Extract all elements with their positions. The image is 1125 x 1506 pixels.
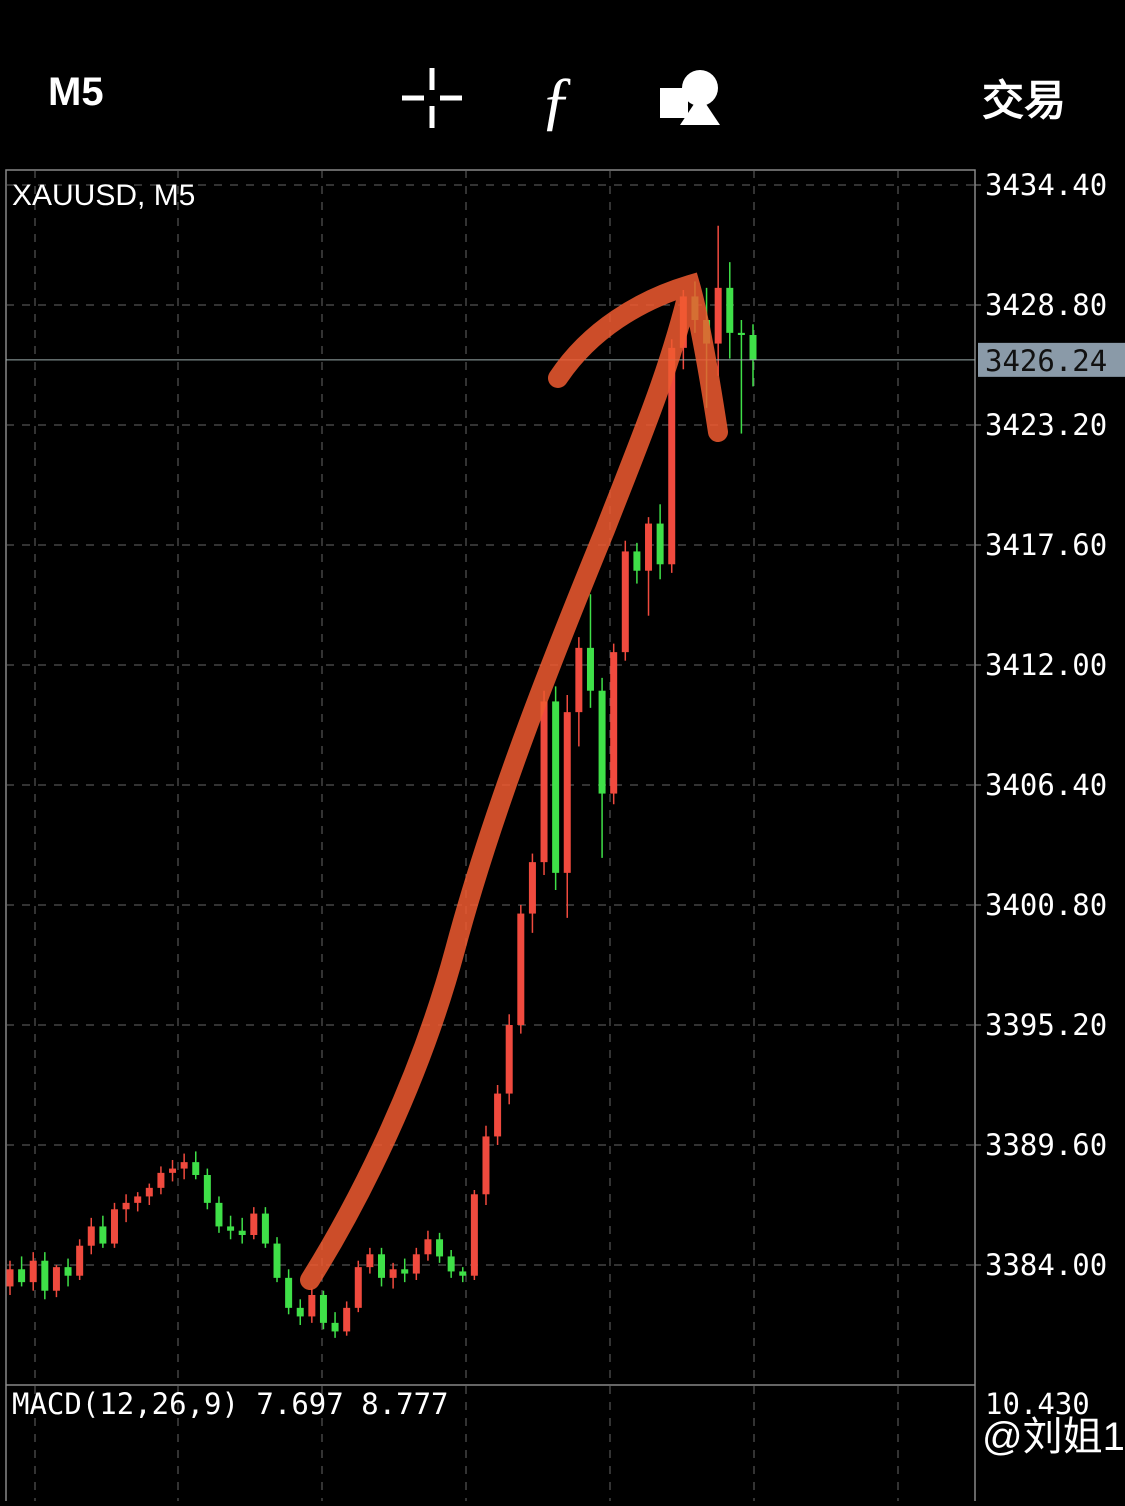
candle-body: [354, 1267, 362, 1308]
y-tick-label: 3434.40: [985, 168, 1107, 202]
candle-body: [610, 652, 618, 794]
candle-body: [273, 1243, 281, 1278]
candle-body: [145, 1187, 153, 1197]
candle-body: [99, 1226, 107, 1244]
candle-body: [319, 1295, 327, 1323]
crosshair-icon[interactable]: [402, 68, 462, 128]
candle-body: [87, 1226, 95, 1246]
candle-body: [552, 701, 560, 873]
candle-body: [29, 1260, 37, 1283]
y-tick-label: 3417.60: [985, 528, 1107, 562]
candle-body: [598, 690, 606, 794]
candle-body: [528, 862, 536, 914]
drawn-arrow: [300, 272, 728, 1290]
candle-body: [575, 647, 583, 713]
candle-body: [389, 1269, 397, 1278]
candle-body: [296, 1307, 304, 1317]
candle-body: [540, 701, 548, 863]
candle-body: [180, 1162, 188, 1169]
macd-axis-label: 10.430: [985, 1387, 1090, 1421]
candle-body: [366, 1254, 374, 1268]
candle-body: [447, 1256, 455, 1272]
y-tick-label: 3389.60: [985, 1128, 1107, 1162]
macd-label: MACD(12,26,9) 7.697 8.777: [12, 1387, 449, 1421]
candle-body: [331, 1322, 339, 1332]
y-tick-label: 3428.80: [985, 288, 1107, 322]
y-tick-label: 3412.00: [985, 648, 1107, 682]
candle-body: [227, 1226, 235, 1231]
candle-body: [41, 1260, 49, 1291]
candle-body: [110, 1209, 118, 1244]
candle-body: [505, 1025, 513, 1094]
candle-body: [261, 1213, 269, 1244]
candle-body: [470, 1194, 478, 1276]
candle-body: [343, 1307, 351, 1332]
candle-body: [157, 1172, 165, 1188]
candle-body: [203, 1175, 211, 1203]
y-tick-label: 3400.80: [985, 888, 1107, 922]
candle-body: [424, 1239, 432, 1255]
candle-body: [52, 1267, 60, 1291]
candle-body: [749, 335, 757, 360]
trade-button[interactable]: 交易: [982, 77, 1066, 124]
candle-body: [517, 913, 525, 1025]
candle-body: [656, 523, 664, 565]
watermark: @刘姐1: [982, 1415, 1125, 1459]
candle-body: [714, 287, 722, 344]
candle-body: [215, 1202, 223, 1227]
candle-body: [6, 1269, 14, 1287]
timeframe-button[interactable]: M5: [48, 70, 104, 114]
y-tick-label: 3384.00: [985, 1248, 1107, 1282]
candle-body: [401, 1269, 409, 1274]
candle-body: [412, 1254, 420, 1274]
candle-body: [308, 1295, 316, 1317]
y-tick-label: 3423.20: [985, 408, 1107, 442]
candle-body: [250, 1213, 258, 1235]
candle-body: [76, 1245, 84, 1276]
indicator-icon[interactable]: ƒ: [540, 64, 573, 137]
candle-body: [621, 551, 629, 653]
y-tick-label: 3395.20: [985, 1008, 1107, 1042]
candle-body: [169, 1168, 177, 1173]
chart-frame: [5, 169, 976, 1506]
candle-body: [64, 1267, 72, 1276]
candle-body: [436, 1239, 444, 1257]
candle-body: [192, 1162, 200, 1175]
candle-body: [285, 1277, 293, 1308]
candle-body: [122, 1202, 130, 1210]
candle-body: [726, 287, 734, 333]
y-tick-label: 3406.40: [985, 768, 1107, 802]
objects-icon[interactable]: [660, 70, 720, 125]
candle-body: [645, 523, 653, 571]
candle-body: [494, 1093, 502, 1137]
candle-body: [563, 712, 571, 873]
current-price-badge: [978, 342, 1125, 377]
candle-body: [18, 1269, 26, 1283]
current-price-label: 3426.24: [985, 344, 1107, 378]
candle-body: [459, 1271, 467, 1276]
candle-body: [378, 1254, 385, 1278]
candle-body: [134, 1196, 142, 1203]
candle-body: [482, 1136, 490, 1195]
candle-body: [668, 347, 676, 565]
candle-body: [238, 1230, 246, 1235]
symbol-label: XAUUSD, M5: [12, 179, 195, 212]
candle-body: [586, 647, 594, 691]
candle-body: [737, 332, 745, 335]
candle-body: [633, 551, 641, 571]
plot: [6, 184, 981, 1338]
